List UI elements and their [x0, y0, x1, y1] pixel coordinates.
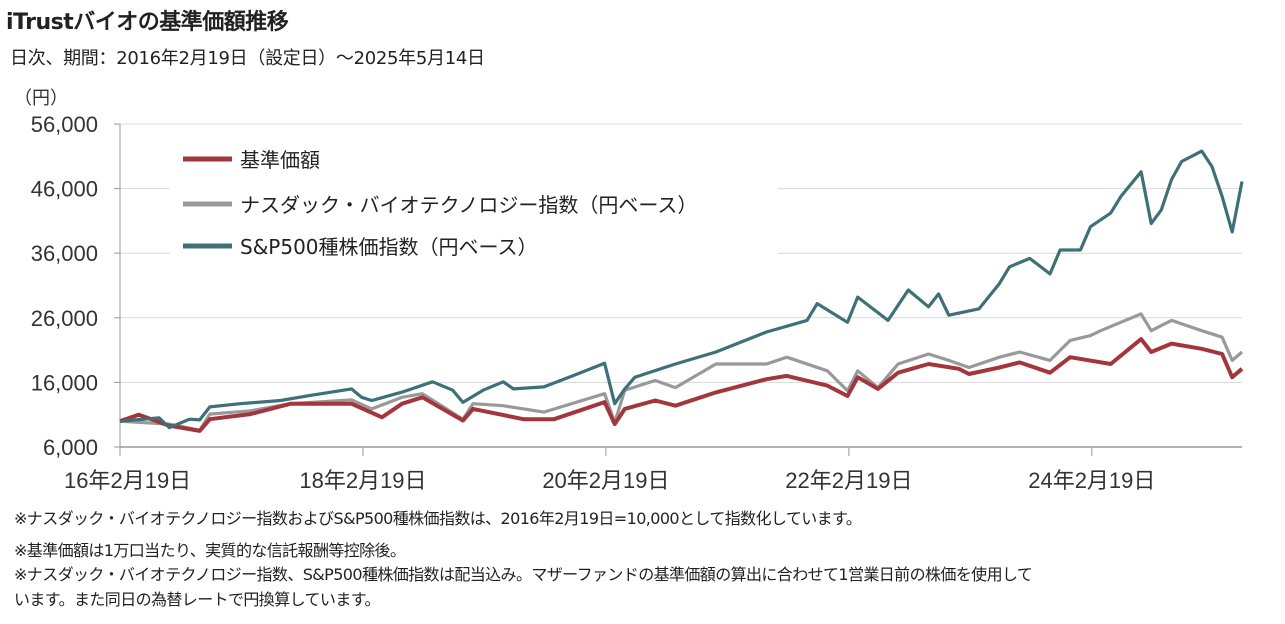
- legend: 基準価額 ナスダック・バイオテクノロジー指数（円ベース） S&P500種株価指数…: [170, 136, 778, 266]
- legend-label-nasdaq-biotech: ナスダック・バイオテクノロジー指数（円ベース）: [240, 193, 697, 217]
- series-line-nav: [119, 337, 1244, 433]
- y-tick-label: 56,000: [31, 112, 98, 137]
- x-tick-label: 22年2月19日: [785, 468, 912, 493]
- y-tick-label: 36,000: [31, 241, 98, 266]
- x-tick-label: 20年2月19日: [542, 468, 669, 493]
- legend-label-sp500: S&P500種株価指数（円ベース）: [240, 235, 538, 259]
- legend-label-nav: 基準価額: [240, 148, 320, 172]
- y-tick-label: 16,000: [31, 370, 98, 395]
- chart-subtitle: 日次、期間：2016年2月19日（設定日）～2025年5月14日: [10, 48, 485, 69]
- series-line-sp500: [119, 149, 1244, 430]
- legend-background: [170, 136, 778, 266]
- series-lines: [119, 149, 1244, 433]
- y-tick-label: 46,000: [31, 177, 98, 202]
- y-tick-label: 26,000: [31, 306, 98, 331]
- y-axis-unit-label: （円）: [14, 88, 68, 108]
- x-tick-label: 16年2月19日: [64, 468, 191, 493]
- axes: 56,000 46,000 36,000 26,000 16,000 6,000 16年2月…: [31, 112, 1242, 493]
- y-tick-label: 6,000: [43, 435, 98, 460]
- x-tick-label: 24年2月19日: [1028, 468, 1155, 493]
- footnote-currency: います。また同日の為替レートで円換算しています。: [14, 590, 381, 609]
- footnote-dividends: ※ナスダック・バイオテクノロジー指数、S&P500種株価指数は配当込み。マザーフ…: [14, 565, 1033, 584]
- x-tick-label: 18年2月19日: [299, 468, 426, 493]
- series-line-nasdaq-biotech: [119, 312, 1244, 432]
- footnote-index-basis: ※ナスダック・バイオテクノロジー指数およびS&P500種株価指数は、2016年2…: [14, 509, 862, 528]
- chart-title: iTrustバイオの基準価額推移: [6, 10, 289, 35]
- footnote-nav: ※基準価額は1万口当たり、実質的な信託報酬等控除後。: [14, 541, 406, 560]
